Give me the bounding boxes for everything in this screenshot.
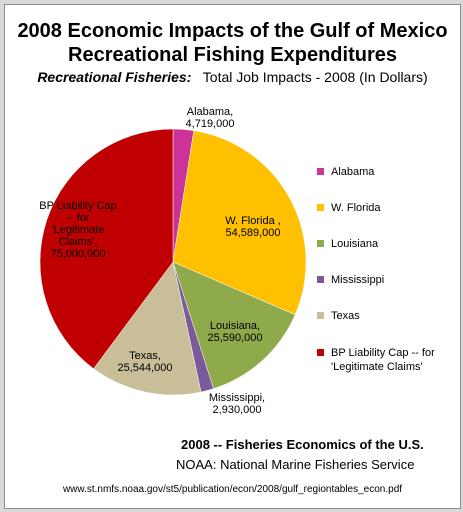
pie-chart: Alabama, 4,719,000 W. Florida , 54,589,000 L…: [39, 106, 307, 416]
legend-swatch: [317, 349, 324, 356]
legend-swatch: [317, 204, 324, 211]
chart-subtitle: Recreational Fisheries: Total Job Impact…: [5, 69, 460, 85]
chart-title-line-1: 2008 Economic Impacts of the Gulf of Mex…: [17, 20, 448, 42]
legend-swatch: [317, 240, 324, 247]
legend-swatch: [317, 276, 324, 283]
legend-label: Mississippi: [331, 274, 385, 286]
data-label-3: Mississippi, 2,930,000: [209, 392, 265, 416]
legend-label: BP Liability Cap -- for 'Legitimate Claim…: [331, 347, 435, 373]
data-label-1: W. Florida , 54,589,000: [225, 215, 281, 239]
subtitle-rest: Total Job Impacts - 2008 (In Dollars): [202, 69, 428, 85]
chart-title-line-2: Recreational Fishing Expenditures: [68, 44, 397, 66]
legend-label: Alabama: [331, 166, 375, 178]
legend-label: Louisiana: [331, 238, 379, 250]
pie-slice-bp: [39, 128, 174, 370]
data-label-2: Louisiana, 25,590,000: [207, 320, 262, 344]
pie-slice-w: [172, 130, 307, 316]
data-label-5: BP Liability Cap -- for 'Legitimate Claims'…: [39, 200, 116, 260]
pie-slice-texas: [93, 261, 202, 396]
data-label-4: Texas, 25,544,000: [117, 350, 172, 374]
legend-swatch: [317, 312, 324, 319]
legend-label: Texas: [331, 310, 360, 322]
source-line-1: 2008 -- Fisheries Economics of the U.S.: [181, 437, 424, 452]
data-label-0: Alabama, 4,719,000: [186, 106, 235, 130]
subtitle-lead: Recreational Fisheries:: [37, 69, 192, 85]
chart-frame: 2008 Economic Impacts of the Gulf of Mex…: [4, 4, 461, 509]
legend-swatch: [317, 168, 324, 175]
source-line-2: NOAA: National Marine Fisheries Service: [176, 457, 415, 472]
source-url: www.st.nmfs.noaa.gov/st5/publication/eco…: [62, 484, 403, 495]
legend-label: W. Florida: [331, 202, 381, 214]
